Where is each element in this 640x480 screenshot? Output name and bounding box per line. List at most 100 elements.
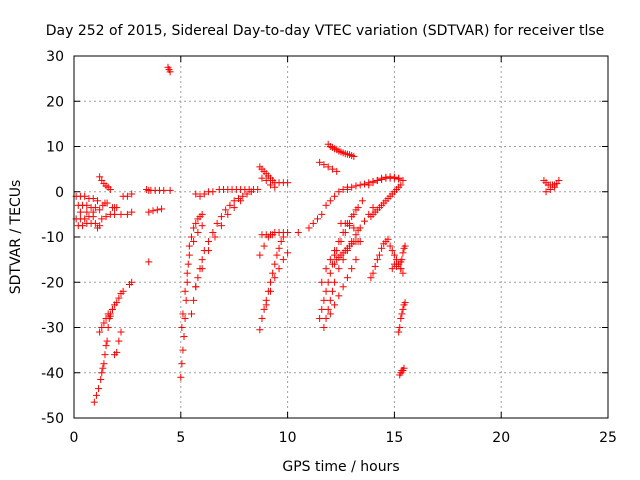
data-point-early-horizontal	[89, 208, 97, 216]
data-point-steep-3	[217, 222, 225, 230]
data-point-upper-right-1	[373, 176, 381, 184]
data-point-dense-1	[358, 197, 366, 205]
data-point-steep-1	[92, 391, 100, 399]
data-point-steep-3	[230, 204, 238, 212]
data-point-steep-3	[198, 265, 206, 273]
data-point-dense-2	[326, 296, 334, 304]
data-point-right-steep	[401, 242, 409, 250]
grid	[74, 56, 608, 418]
data-point-upper-band-1	[196, 192, 204, 200]
x-tick-label: 20	[492, 430, 510, 446]
data-point-dense-1	[331, 247, 339, 255]
data-point-upper-band-3	[269, 231, 277, 239]
data-point-late	[542, 188, 550, 196]
data-point-cluster-10	[316, 158, 324, 166]
data-point-upper-right-1	[378, 174, 386, 182]
data-point-steep-3	[239, 192, 247, 200]
data-point-steep-1	[106, 310, 114, 318]
data-point-upper-band-1	[209, 188, 217, 196]
data-point-upper-band-3	[264, 233, 272, 241]
data-point-steep-2	[182, 296, 190, 304]
data-point-early-horizontal	[81, 215, 89, 223]
data-point-cluster-10	[305, 224, 313, 232]
data-point-upper-band-1	[192, 190, 200, 198]
data-point-upper-band-3	[256, 251, 264, 259]
data-point-dense-4	[386, 242, 394, 250]
data-point-dense-2	[348, 265, 356, 273]
data-point-steep-4	[262, 301, 270, 309]
data-point-dense-2	[324, 305, 332, 313]
data-point-steep-1	[115, 337, 123, 345]
data-point-upper-band-2	[258, 174, 266, 182]
data-point-steep-3	[222, 206, 230, 214]
data-point-dense-1	[326, 269, 334, 277]
data-point-steep-1	[101, 351, 109, 359]
data-point-steep-3	[224, 210, 232, 218]
data-point-early-horizontal	[81, 192, 89, 200]
data-point-dense-2	[331, 278, 339, 286]
data-point-upper-band-2	[267, 181, 275, 189]
data-point-dense-1	[335, 238, 343, 246]
data-point-cluster-10	[331, 192, 339, 200]
data-point-dense-1	[324, 278, 332, 286]
data-point-upper-band-3	[284, 228, 292, 236]
data-point-steep-2	[183, 278, 191, 286]
data-point-upper-band-2	[284, 179, 292, 187]
data-point-early-horizontal	[96, 206, 104, 214]
data-point-steep-2	[184, 260, 192, 268]
data-point-cluster-10	[309, 219, 317, 227]
data-point-right-steep	[397, 265, 405, 273]
data-point-steep-1	[97, 376, 105, 384]
data-point-dense-4	[367, 274, 375, 282]
data-point-dense-4	[378, 244, 386, 252]
data-point-right-steep	[396, 324, 404, 331]
data-point-cluster-10	[294, 228, 302, 236]
data-point-upper-right-1	[360, 180, 368, 188]
data-point-early-cluster-2	[123, 192, 131, 200]
data-point-steep-2	[185, 251, 193, 259]
data-point-early-cluster-2	[113, 204, 121, 212]
data-point-dense-4	[369, 269, 377, 277]
data-point-dense-2	[335, 292, 343, 300]
data-point-steep-3	[209, 228, 217, 236]
data-point-dense-2	[343, 274, 351, 282]
data-point-upper-diag	[350, 152, 358, 160]
data-point-right-steep	[399, 249, 407, 257]
data-point-dense-1	[318, 305, 326, 313]
data-point-steep-3	[205, 238, 213, 246]
data-point-dense-1	[352, 206, 360, 214]
data-point-late	[546, 185, 554, 193]
data-point-upper-band-2	[271, 183, 279, 191]
data-point-dense-1	[316, 314, 324, 322]
data-point-steep-1	[113, 299, 121, 307]
y-tick-label: -10	[41, 230, 64, 246]
data-point-dense-3	[346, 222, 354, 230]
data-point-steep-3	[230, 197, 238, 205]
data-point-dense-1	[322, 265, 330, 273]
data-point-steep-3	[226, 201, 234, 209]
data-point-cluster-10	[326, 197, 334, 205]
data-point-cluster-10	[328, 165, 336, 173]
data-point-steep-3	[194, 274, 202, 282]
data-point-steep-2	[185, 242, 193, 250]
data-point-steep-4	[273, 251, 281, 259]
data-point-steep-3	[237, 197, 245, 205]
data-point-right-steep	[399, 305, 407, 313]
data-point-upper-right-1	[365, 181, 373, 189]
data-point-right-steep	[395, 328, 403, 336]
data-point-dense-3	[341, 219, 349, 227]
data-point-mid-horizontal	[160, 186, 168, 194]
data-point-steep-1	[103, 337, 111, 345]
data-point-dense-1	[326, 256, 334, 264]
data-point-cluster-10	[318, 210, 326, 218]
data-point-right-steep	[398, 310, 406, 318]
data-point-steep-4	[275, 244, 283, 252]
data-point-steep-3	[187, 310, 195, 318]
data-point-steep-4	[258, 314, 266, 322]
x-tick-label: 25	[599, 430, 617, 446]
data-point-steep-2	[192, 219, 200, 227]
data-point-dense-2	[369, 204, 377, 212]
data-point-early-horizontal	[83, 201, 91, 209]
data-point-dense-2	[320, 324, 328, 331]
data-point-late	[555, 176, 563, 184]
